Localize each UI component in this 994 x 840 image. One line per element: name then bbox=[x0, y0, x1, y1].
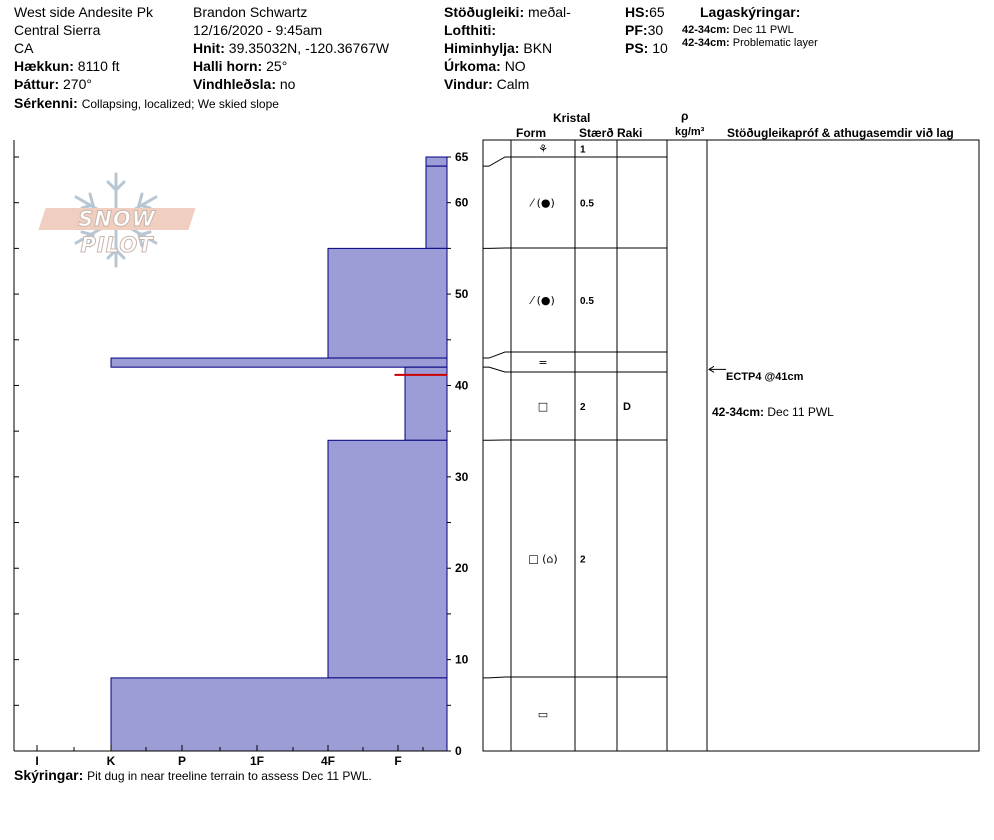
test-result: ECTP4 @41cm bbox=[726, 371, 804, 383]
hardness-tick-label: K bbox=[107, 754, 116, 768]
hardness-tick-label: F bbox=[394, 754, 401, 768]
grain-form-symbol: = bbox=[538, 356, 547, 369]
density-unit-header: kg/m³ bbox=[675, 126, 705, 138]
pit-depth: PS: 10 bbox=[625, 40, 668, 56]
snow-height: HS:65 bbox=[625, 4, 665, 20]
coordinates: Hnit: 39.35032N, -120.36767W bbox=[193, 40, 390, 56]
hardness-bar bbox=[110, 357, 448, 368]
elevation: Hækkun: 8110 ft bbox=[14, 58, 120, 74]
location: West side Andesite Pk bbox=[14, 4, 154, 20]
stability: Stöðugleiki: meðal- bbox=[444, 4, 571, 20]
layer-notes-title: Lagaskýringar: bbox=[700, 4, 801, 20]
height-tick-label: 50 bbox=[455, 287, 469, 301]
height-tick-label: 65 bbox=[455, 150, 469, 164]
grain-size: 0.5 bbox=[580, 296, 594, 307]
layer-note: 42-34cm: Problematic layer bbox=[682, 37, 818, 49]
rho-header: ρ bbox=[681, 109, 689, 123]
moisture-header: Raki bbox=[617, 126, 643, 140]
layer-note: 42-34cm: Dec 11 PWL bbox=[682, 24, 794, 36]
height-tick-label: 40 bbox=[455, 378, 469, 392]
boundary-connector bbox=[483, 676, 511, 679]
hardness-bar bbox=[425, 165, 448, 249]
foot-penetration: PF:30 bbox=[625, 22, 664, 38]
notes: Skýringar: Pit dug in near treeline terr… bbox=[14, 767, 372, 783]
height-tick-label: 10 bbox=[455, 653, 469, 667]
height-tick-label: 20 bbox=[455, 561, 469, 575]
grain-form-symbol: ⁄ (●) bbox=[528, 197, 555, 210]
height-tick-label: 60 bbox=[455, 196, 469, 210]
layer-comment: 42-34cm: Dec 11 PWL bbox=[712, 405, 834, 419]
features: Sérkenni: Collapsing, localized; We skie… bbox=[14, 95, 279, 111]
logo-text: SNOW PILOT bbox=[78, 207, 156, 258]
hardness-tick-label: P bbox=[178, 754, 186, 768]
grain-form-symbol: ▭ bbox=[538, 708, 548, 721]
hardness-bar bbox=[327, 247, 448, 359]
mountain-range: Central Sierra bbox=[14, 22, 101, 38]
grain-form-symbol: ⚘ bbox=[538, 143, 548, 156]
boundary-connector bbox=[483, 156, 511, 167]
grain-form-symbol: □ (⌂) bbox=[528, 553, 557, 566]
datetime: 12/16/2020 - 9:45am bbox=[193, 22, 323, 38]
grain-form-symbol: ⁄ (●) bbox=[528, 294, 555, 307]
hardness-bar bbox=[327, 439, 448, 679]
kristal-header: Kristal bbox=[553, 111, 591, 125]
grain-form-symbol: □ bbox=[538, 400, 548, 413]
moisture: D bbox=[623, 401, 631, 413]
state: CA bbox=[14, 40, 34, 56]
hardness-bar bbox=[110, 677, 448, 752]
aspect: Þáttur: 270° bbox=[14, 76, 92, 92]
wind: Vindur: Calm bbox=[444, 76, 530, 92]
boundary-connector bbox=[483, 351, 511, 359]
grain-size: 2 bbox=[580, 402, 586, 413]
hardness-bar bbox=[425, 156, 448, 167]
hardness-tick-label: 1F bbox=[250, 754, 264, 768]
snowpilot-logo: SNOW PILOT bbox=[38, 170, 196, 270]
hardness-bar bbox=[404, 366, 448, 441]
grain-size: 2 bbox=[580, 555, 586, 566]
height-tick-label: 30 bbox=[455, 470, 469, 484]
slope-angle: Halli horn: 25° bbox=[193, 58, 288, 74]
sky-cover: Himinhylja: BKN bbox=[444, 40, 553, 56]
height-tick-label: 0 bbox=[455, 744, 462, 758]
boundary-connector bbox=[483, 366, 511, 373]
grain-size: 0.5 bbox=[580, 199, 594, 210]
air-temperature: Lofthiti: bbox=[444, 22, 497, 38]
size-header: Stærð bbox=[579, 126, 614, 140]
layer-table bbox=[482, 139, 980, 752]
precipitation: Úrkoma: NO bbox=[444, 58, 526, 74]
form-header: Form bbox=[516, 126, 546, 140]
grain-size: 1 bbox=[580, 145, 586, 156]
wind-loading: Vindhleðsla: no bbox=[193, 76, 296, 92]
hardness-tick-label: 4F bbox=[321, 754, 335, 768]
test-arrow-head bbox=[708, 365, 715, 373]
observer: Brandon Schwartz bbox=[193, 4, 308, 20]
hardness-tick-label: I bbox=[35, 754, 38, 768]
tests-header: Stöðugleikapróf & athugasemdir við lag bbox=[727, 126, 954, 140]
